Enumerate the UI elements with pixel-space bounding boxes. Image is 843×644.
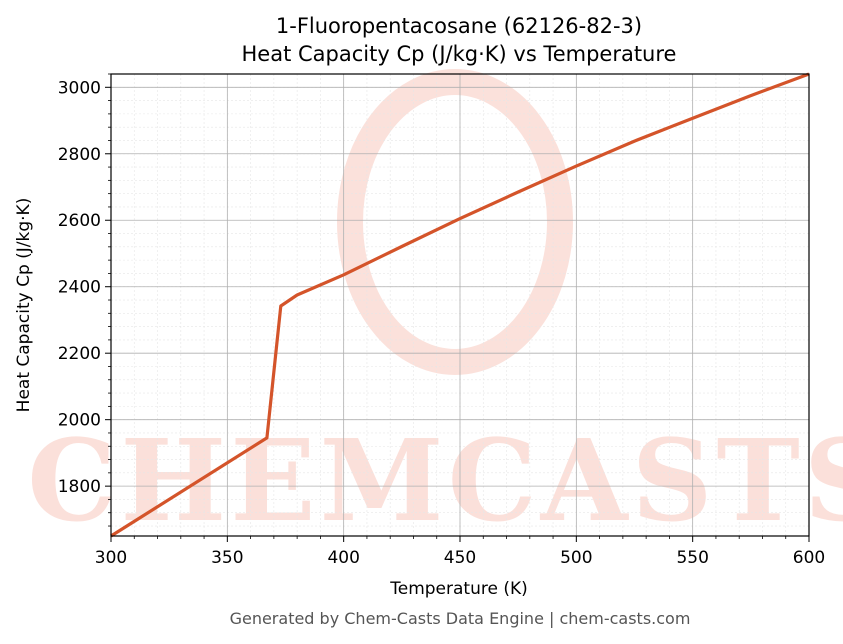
series-line xyxy=(110,72,810,538)
footer-credit: Generated by Chem-Casts Data Engine | ch… xyxy=(230,609,691,628)
y-tick-label: 3000 xyxy=(58,78,101,98)
major-grid xyxy=(110,74,810,536)
x-axis-label: Temperature (K) xyxy=(389,579,528,599)
watermark-swirl xyxy=(337,69,573,375)
series-layer xyxy=(110,72,810,538)
ticks-layer: 300 350 400 450 500 550 600 1800 2000 2200 2400 260… xyxy=(58,73,825,568)
x-tick-label: 300 xyxy=(95,548,127,568)
y-tick-label: 2600 xyxy=(58,211,101,231)
x-tick-label: 500 xyxy=(560,548,592,568)
x-tick-label: 350 xyxy=(211,548,243,568)
y-axis-label: Heat Capacity Cp (J/kg·K) xyxy=(14,198,34,413)
x-tick-label: 400 xyxy=(327,548,359,568)
watermark-text: CHEMCASTS xyxy=(27,416,843,547)
x-tick-label: 600 xyxy=(793,548,825,568)
x-tick-label: 450 xyxy=(444,548,476,568)
y-tick-label: 2000 xyxy=(58,411,101,431)
y-tick-label: 1800 xyxy=(58,477,101,497)
y-tick-label: 2800 xyxy=(58,145,101,165)
y-tick-label: 2200 xyxy=(58,344,101,364)
chart-subtitle: Heat Capacity Cp (J/kg·K) vs Temperature xyxy=(242,42,677,66)
watermark-logo: CHEMCASTS xyxy=(27,69,843,547)
y-tick-label: 2400 xyxy=(58,278,101,298)
chart-title: 1-Fluoropentacosane (62126-82-3) xyxy=(276,14,642,38)
x-tick-label: 550 xyxy=(676,548,708,568)
